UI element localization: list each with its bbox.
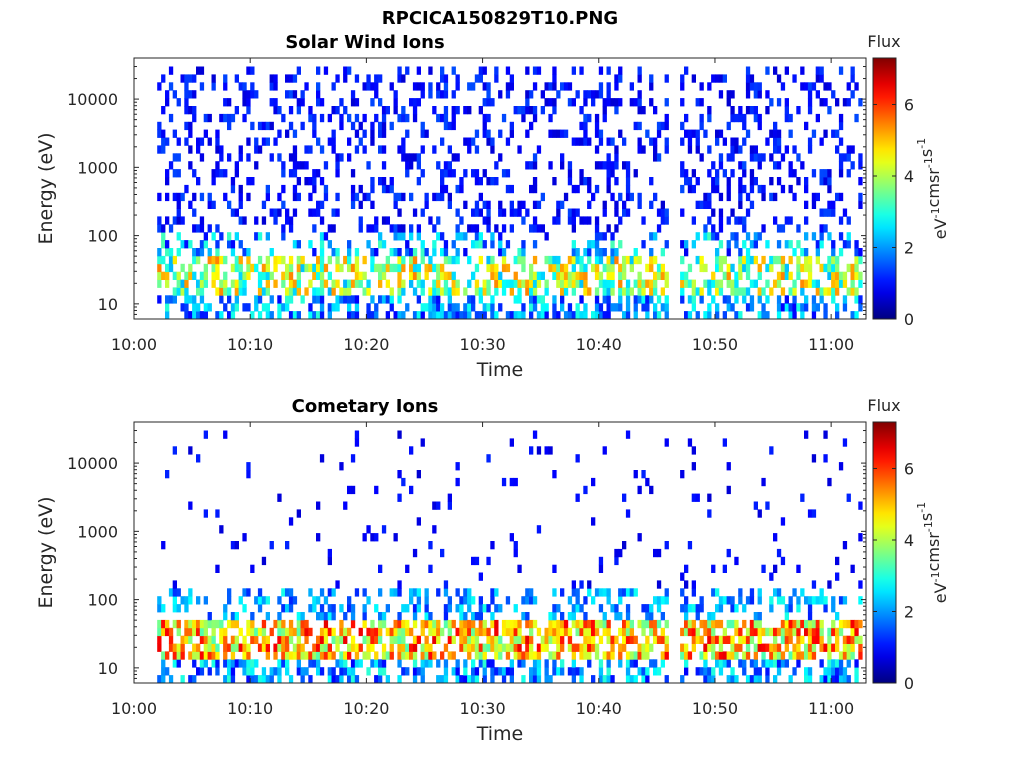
x-tick-label: 10:20 xyxy=(343,335,389,354)
colorbar-tick-label: 4 xyxy=(904,531,914,550)
y-tick-label: 10 xyxy=(98,295,118,314)
y-tick-label: 10 xyxy=(98,659,118,678)
y-tick-label: 1000 xyxy=(77,158,118,177)
panel-cometary-ions: 10:00 10:10 10:20 10:30 10:40 10:50 11:00 10 100… xyxy=(35,396,950,745)
colorbar-tick-label: 6 xyxy=(904,95,914,114)
y-tick-label: 10000 xyxy=(67,90,118,109)
x-tick-label: 10:40 xyxy=(576,699,622,718)
panels: 10:00 10:10 10:20 10:30 10:40 10:50 11:0010100… xyxy=(35,32,950,745)
colorbar-title: Flux xyxy=(867,396,900,415)
y-tick-label: 1000 xyxy=(77,522,118,541)
x-tick-label: 10:50 xyxy=(692,699,738,718)
y-tick-label: 100 xyxy=(87,227,118,246)
colorbar-tick-label: 0 xyxy=(904,310,914,329)
x-tick-label: 10:30 xyxy=(460,699,506,718)
colorbar xyxy=(872,421,897,684)
x-tick-label: 10:40 xyxy=(576,335,622,354)
y-tick-label: 10000 xyxy=(67,454,118,473)
colorbar-tick-label: 4 xyxy=(904,167,914,186)
x-tick-label: 11:00 xyxy=(808,335,854,354)
x-axis-label: Time xyxy=(476,359,524,381)
x-tick-label: 10:50 xyxy=(692,335,738,354)
axes-box xyxy=(133,421,867,684)
x-tick-label: 10:00 xyxy=(111,699,157,718)
x-tick-label: 10:10 xyxy=(227,335,273,354)
colorbar-tick-label: 2 xyxy=(904,602,914,621)
spectrogram xyxy=(157,66,863,319)
axes-box xyxy=(133,57,867,320)
panel-title: Solar Wind Ions xyxy=(285,32,444,53)
x-tick-label: 10:30 xyxy=(460,335,506,354)
y-axis-label: Energy (eV) xyxy=(35,132,57,244)
colorbar-label: eV-1cmsr-1s-1 xyxy=(915,138,950,239)
x-tick-label: 10:10 xyxy=(227,699,273,718)
y-axis-label: Energy (eV) xyxy=(35,496,57,608)
panel-solar-wind-ions: 10:00 10:10 10:20 10:30 10:40 10:50 11:00 10 100… xyxy=(35,32,950,381)
x-tick-label: 10:20 xyxy=(343,699,389,718)
x-tick-label: 10:00 xyxy=(111,335,157,354)
colorbar-title: Flux xyxy=(867,32,900,51)
x-tick-label: 11:00 xyxy=(808,699,854,718)
spectrogram xyxy=(157,430,863,683)
colorbar-tick-label: 0 xyxy=(904,674,914,693)
colorbar-tick-label: 6 xyxy=(904,459,914,478)
colorbar xyxy=(872,57,897,320)
colorbar-tick-label: 2 xyxy=(904,238,914,257)
figure-title: RPCICA150829T10.PNG xyxy=(382,8,618,29)
panel-title: Cometary Ions xyxy=(292,396,439,417)
colorbar-label: eV-1cmsr-1s-1 xyxy=(915,502,950,603)
x-axis-label: Time xyxy=(476,723,524,745)
y-tick-label: 100 xyxy=(87,591,118,610)
